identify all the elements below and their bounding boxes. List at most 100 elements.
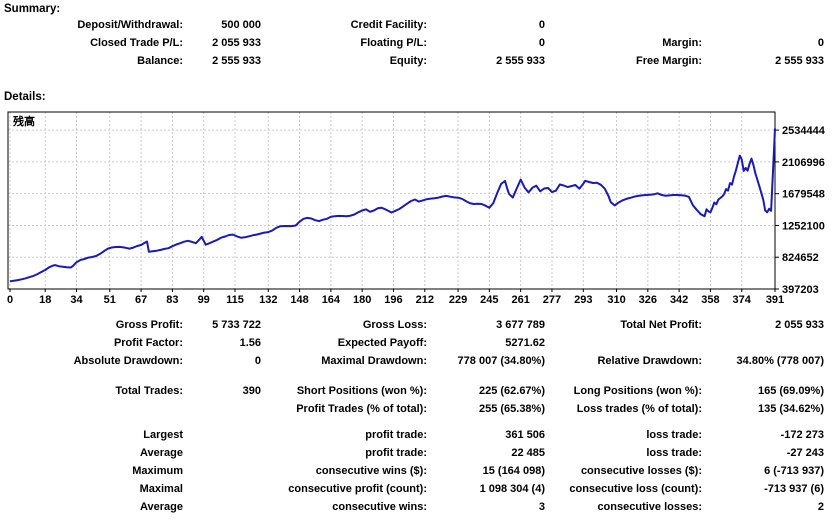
stat-value: 1.56: [239, 337, 261, 349]
x-axis-label: 34: [70, 294, 83, 306]
details-title: Details:: [4, 91, 46, 103]
summary-title: Summary:: [4, 3, 61, 15]
x-axis-label: 164: [322, 294, 341, 306]
stat-label: Short Positions (won %):: [296, 385, 427, 397]
stat-label: [545, 16, 702, 34]
stat-row: Deposit/Withdrawal: 500 000 Credit Facilit…: [0, 16, 824, 34]
stat-value: 2: [817, 501, 824, 513]
stat-label: Closed Trade P/L:: [90, 37, 183, 49]
x-axis-label: 342: [670, 294, 688, 306]
stat-label: consecutive losses ($):: [580, 465, 702, 477]
x-axis-label: 212: [416, 294, 434, 306]
stat-value: 500 000: [221, 19, 261, 31]
stat-value: 165 (69.09%): [757, 385, 824, 397]
stat-value: 34.80% (778 007): [736, 355, 824, 367]
stat-label: Maximal Drawdown:: [321, 355, 427, 367]
stat-row: Average consecutive wins: 3 consecutive los…: [0, 498, 824, 516]
stat-value: 22 485: [511, 447, 545, 459]
stat-value: -172 273: [780, 429, 824, 441]
x-axis-label: 99: [198, 294, 210, 306]
stat-label: Absolute Drawdown:: [73, 355, 183, 367]
stat-label: Free Margin:: [635, 55, 702, 67]
y-axis-label: 2106996: [782, 157, 825, 169]
x-axis-label: 391: [766, 294, 784, 306]
stat-label: Margin:: [662, 37, 702, 49]
stat-label: Largest: [143, 429, 183, 441]
stat-row: Profit Trades (% of total): 255 (65.38%) L…: [0, 400, 824, 418]
stat-label: Floating P/L:: [360, 37, 427, 49]
stat-row: Maximal consecutive profit (count): 1 098 …: [0, 480, 824, 498]
stat-value: 0: [538, 37, 545, 49]
stat-row: Maximum consecutive wins ($): 15 (164 098)…: [0, 462, 824, 480]
x-axis-label: 326: [639, 294, 657, 306]
stat-label: Expected Payoff:: [337, 337, 427, 349]
x-axis-label: 229: [449, 294, 467, 306]
stat-value: 135 (34.62%): [757, 403, 824, 415]
summary-table: Deposit/Withdrawal: 500 000 Credit Facilit…: [0, 16, 824, 70]
stat-value: 390: [242, 385, 261, 397]
stat-label: Gross Loss:: [362, 319, 427, 331]
stat-label: Profit Trades (% of total):: [296, 403, 427, 415]
stat-value: [702, 16, 824, 34]
stat-value: 15 (164 098): [482, 465, 545, 477]
stat-value: -713 937 (6): [764, 483, 824, 495]
stat-value: 0: [254, 355, 261, 367]
stat-value: 1 098 304 (4): [479, 483, 545, 495]
stat-row: Largest profit trade: 361 506 loss trade: -1…: [0, 426, 824, 444]
stat-label: Maximum: [132, 465, 183, 477]
x-axis-label: 293: [574, 294, 592, 306]
stat-value: 0: [538, 19, 545, 31]
x-axis-label: 115: [226, 294, 244, 306]
x-axis-label: 358: [701, 294, 719, 306]
y-axis-label: 824652: [782, 252, 819, 264]
stat-value: 3 677 789: [496, 319, 545, 331]
y-axis-label: 1679548: [782, 189, 825, 201]
stat-value: 255 (65.38%): [478, 403, 545, 415]
balance-curve: [9, 128, 776, 283]
stat-row: Gross Profit: 5 733 722 Gross Loss: 3 677 7…: [0, 316, 824, 334]
x-axis-label: 277: [543, 294, 561, 306]
chart-title: 残高: [13, 114, 35, 128]
x-axis-label: 51: [104, 294, 116, 306]
stat-value: 2 555 933: [496, 55, 545, 67]
x-axis-label: 180: [353, 294, 371, 306]
stat-label: consecutive wins:: [332, 501, 427, 513]
stat-row: Absolute Drawdown: 0 Maximal Drawdown: 778 …: [0, 352, 824, 370]
stat-value: 5 733 722: [212, 319, 261, 331]
stat-label: profit trade:: [365, 429, 427, 441]
stat-value: 2 555 933: [212, 55, 261, 67]
stat-label: Relative Drawdown:: [597, 355, 702, 367]
stat-label: consecutive wins ($):: [315, 465, 427, 477]
x-axis-label: 261: [511, 294, 529, 306]
stat-label: Gross Profit:: [115, 319, 183, 331]
stat-value: [183, 426, 261, 444]
balance-chart: 0 18 34 51 67 83 99 115 132 148 164 180 196 212 229 245…: [7, 111, 826, 306]
stat-row: Closed Trade P/L: 2 055 933 Floating P/L: 0…: [0, 34, 824, 52]
y-axis-label: 2534444: [782, 125, 826, 137]
stat-label: Total Net Profit:: [620, 319, 702, 331]
x-axis-label: 67: [135, 294, 147, 306]
stat-label: Credit Facility:: [350, 19, 427, 31]
stat-label: Loss trades (% of total):: [576, 403, 702, 415]
stat-label: Total Trades:: [115, 385, 183, 397]
stat-row: Total Trades: 390 Short Positions (won %):…: [0, 382, 824, 400]
stat-label: Profit Factor:: [113, 337, 183, 349]
stat-value: 2 055 933: [775, 319, 824, 331]
details-table: Gross Profit: 5 733 722 Gross Loss: 3 677 7…: [0, 316, 824, 516]
stat-value: 2 555 933: [775, 55, 824, 67]
stat-value: 6 (-713 937): [764, 465, 824, 477]
y-axis-label: 397203: [782, 284, 819, 296]
stat-value: 361 506: [505, 429, 545, 441]
x-axis-label: 196: [384, 294, 402, 306]
stat-value: 225 (62.67%): [478, 385, 545, 397]
stat-label: [0, 400, 183, 418]
stat-label: Average: [139, 501, 183, 513]
x-axis-label: 0: [7, 294, 13, 306]
stat-value: -27 243: [786, 447, 824, 459]
stat-label: consecutive losses:: [597, 501, 702, 513]
stat-value: [702, 334, 824, 352]
plot-border: [7, 111, 776, 290]
stat-label: profit trade:: [365, 447, 427, 459]
stat-row: Profit Factor: 1.56 Expected Payoff: 5271.6…: [0, 334, 824, 352]
stat-label: Long Positions (won %):: [573, 385, 702, 397]
